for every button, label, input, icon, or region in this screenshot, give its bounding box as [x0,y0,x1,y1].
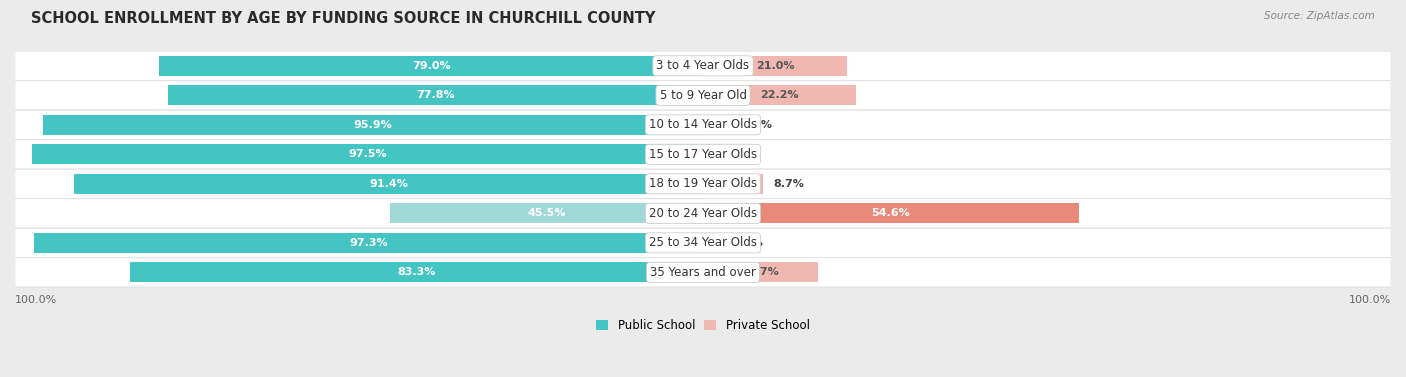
Bar [703,144,720,164]
Bar [159,56,703,76]
Bar [34,233,703,253]
FancyBboxPatch shape [15,81,1391,110]
Text: 83.3%: 83.3% [398,267,436,277]
Text: 100.0%: 100.0% [15,296,58,305]
Text: 91.4%: 91.4% [370,179,408,189]
Bar [703,56,848,76]
Text: SCHOOL ENROLLMENT BY AGE BY FUNDING SOURCE IN CHURCHILL COUNTY: SCHOOL ENROLLMENT BY AGE BY FUNDING SOUR… [31,11,655,26]
Text: 16.7%: 16.7% [741,267,780,277]
Text: 100.0%: 100.0% [1348,296,1391,305]
Bar [167,85,703,105]
Text: Source: ZipAtlas.com: Source: ZipAtlas.com [1264,11,1375,21]
FancyBboxPatch shape [15,110,1391,139]
FancyBboxPatch shape [15,228,1391,257]
Bar [703,233,723,253]
Text: 35 Years and over: 35 Years and over [650,266,756,279]
Text: 15 to 17 Year Olds: 15 to 17 Year Olds [650,148,756,161]
Text: 25 to 34 Year Olds: 25 to 34 Year Olds [650,236,756,249]
Bar [703,262,818,282]
Bar [129,262,703,282]
Text: 45.5%: 45.5% [527,208,565,218]
Bar [44,115,703,135]
FancyBboxPatch shape [15,258,1391,287]
Text: 21.0%: 21.0% [756,61,794,71]
Bar [32,144,703,164]
Text: 18 to 19 Year Olds: 18 to 19 Year Olds [650,177,756,190]
FancyBboxPatch shape [15,51,1391,80]
FancyBboxPatch shape [15,140,1391,169]
Bar [389,203,703,224]
Text: 77.8%: 77.8% [416,90,454,100]
FancyBboxPatch shape [15,169,1391,198]
Text: 4.1%: 4.1% [741,120,772,130]
Bar [75,174,703,194]
Legend: Public School, Private School: Public School, Private School [596,319,810,332]
Text: 5 to 9 Year Old: 5 to 9 Year Old [659,89,747,102]
Text: 79.0%: 79.0% [412,61,450,71]
Bar [703,203,1078,224]
Text: 97.3%: 97.3% [349,238,388,248]
Text: 2.5%: 2.5% [731,149,761,159]
Text: 20 to 24 Year Olds: 20 to 24 Year Olds [650,207,756,220]
Text: 95.9%: 95.9% [354,120,392,130]
Text: 2.8%: 2.8% [733,238,763,248]
Text: 54.6%: 54.6% [872,208,910,218]
Text: 3 to 4 Year Olds: 3 to 4 Year Olds [657,59,749,72]
Text: 8.7%: 8.7% [773,179,804,189]
Text: 10 to 14 Year Olds: 10 to 14 Year Olds [650,118,756,131]
Text: 22.2%: 22.2% [761,90,799,100]
FancyBboxPatch shape [15,199,1391,228]
Bar [703,174,763,194]
Bar [703,115,731,135]
Bar [703,85,856,105]
Text: 97.5%: 97.5% [349,149,387,159]
